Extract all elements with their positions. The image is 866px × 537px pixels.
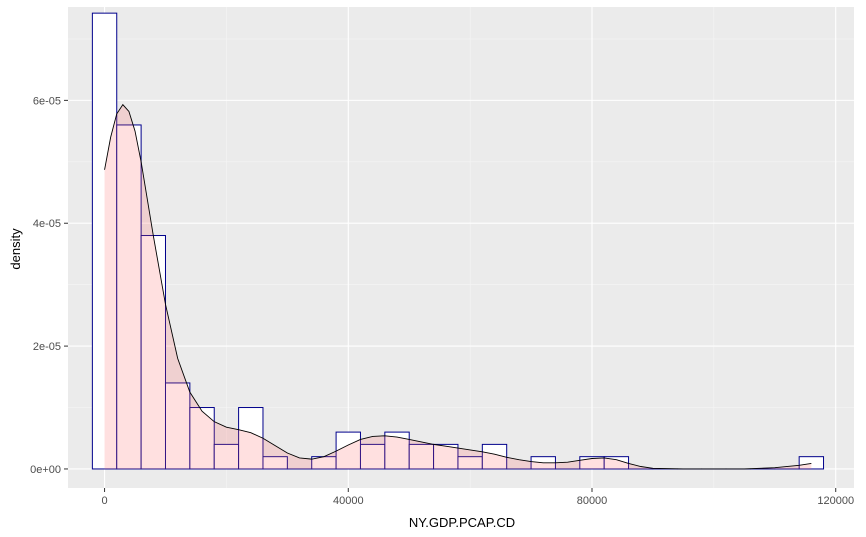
y-tick-label: 4e-05 bbox=[33, 218, 61, 230]
density-area bbox=[104, 104, 812, 469]
histogram-bar bbox=[603, 456, 630, 470]
y-tick-label: 6e-05 bbox=[33, 95, 61, 107]
axis-ticks: 0 40000 80000 120000 0e+00 2e-05 4e-05 6e-05 bbox=[30, 95, 854, 507]
histogram-bars bbox=[91, 12, 825, 470]
histogram-bar bbox=[408, 443, 435, 470]
histogram-bar bbox=[798, 456, 825, 470]
histogram-bar bbox=[433, 443, 459, 470]
x-tick-label: 120000 bbox=[817, 495, 854, 507]
density-line bbox=[104, 103, 812, 470]
x-tick-label: 80000 bbox=[577, 495, 608, 507]
x-tick-label: 0 bbox=[101, 495, 107, 507]
y-tick-label: 2e-05 bbox=[33, 341, 61, 353]
histogram-bar bbox=[262, 456, 288, 470]
y-axis-title: density bbox=[8, 228, 23, 270]
histogram-bar bbox=[164, 382, 191, 470]
density-curve bbox=[104, 103, 812, 470]
x-tick-label: 40000 bbox=[333, 495, 364, 507]
x-axis-title: NY.GDP.PCAP.CD bbox=[409, 515, 515, 530]
histogram-bar bbox=[335, 431, 361, 470]
histogram-bar bbox=[213, 443, 240, 470]
y-tick-label: 0e+00 bbox=[30, 464, 61, 476]
histogram-bar bbox=[359, 443, 386, 470]
